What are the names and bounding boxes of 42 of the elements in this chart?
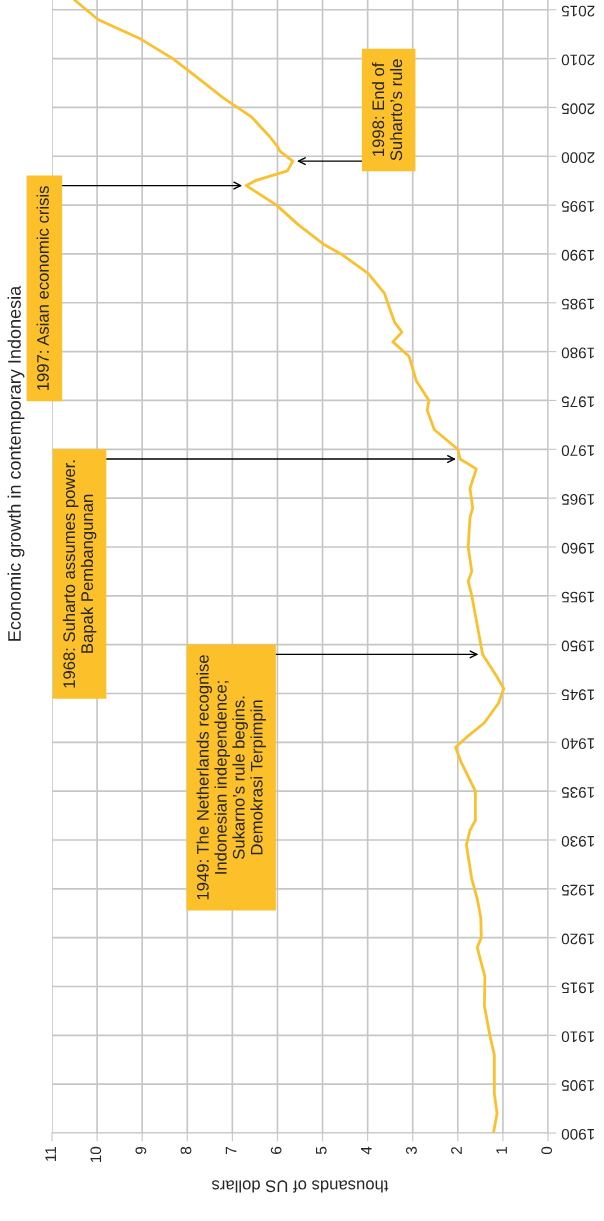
annotation: 1968: Suharto assumes power. Bapak Pembangunan: [62, 460, 97, 688]
y-tick-label: 1945: [561, 689, 595, 701]
y-tick-label: 1995: [561, 201, 595, 212]
y-tick-label: 1920: [561, 933, 595, 945]
y-tick-label: 1955: [561, 591, 595, 603]
x-tick-label: 11: [45, 1146, 56, 1161]
x-tick-label: 4: [361, 1146, 372, 1155]
x-tick-label: 10: [90, 1146, 102, 1163]
y-tick-label: 1910: [561, 1031, 595, 1043]
y-tick-label: 1990: [561, 249, 595, 261]
x-tick-label: 3: [406, 1146, 417, 1155]
y-tick-label: 1965: [561, 494, 595, 505]
y-tick-label: 1985: [561, 298, 595, 310]
y-tick-label: 1960: [561, 542, 595, 554]
x-tick-label: 0: [541, 1146, 553, 1155]
x-tick-label: 1: [496, 1146, 507, 1154]
y-tick-label: 2010: [561, 54, 595, 66]
annotation: 1949: The Netherlands recognise Indonesian independence; Sukarno’s rule begins. Demokrasi Terpimpin: [196, 655, 266, 900]
y-tick-label: 1975: [561, 396, 595, 408]
y-tick-label: 1930: [561, 835, 595, 847]
x-tick-label: 9: [135, 1146, 147, 1154]
x-axis-title: thousands of US dollars: [212, 1180, 389, 1193]
y-tick-label: 2015: [561, 5, 595, 17]
annotation: 1998: End of Suharto’s rule: [371, 59, 403, 161]
text: Economic growth in contemporary Indonesia: [7, 285, 25, 641]
x-tick-label: 5: [315, 1146, 327, 1155]
y-tick-label: 1915: [561, 982, 595, 994]
x-tick-label: 7: [225, 1146, 237, 1154]
y-tick-label: 1900: [561, 1128, 595, 1140]
y-tick-label: 1905: [561, 1080, 595, 1091]
y-tick-label: 1935: [561, 787, 595, 798]
y-tick-label: 2000: [561, 152, 595, 163]
x-tick-label: 6: [270, 1146, 282, 1154]
y-tick-label: 1940: [561, 738, 595, 750]
x-tick-label: 2: [451, 1146, 462, 1154]
y-tick-label: 1925: [561, 884, 595, 896]
y-tick-label: 2005: [561, 103, 595, 115]
y-tick-label: 1970: [561, 445, 595, 457]
y-tick-label: 1950: [561, 640, 595, 652]
annotation: 1997: Asian economic crisis: [36, 186, 49, 390]
x-tick-label: 8: [180, 1146, 192, 1155]
y-tick-label: 1980: [561, 347, 595, 359]
